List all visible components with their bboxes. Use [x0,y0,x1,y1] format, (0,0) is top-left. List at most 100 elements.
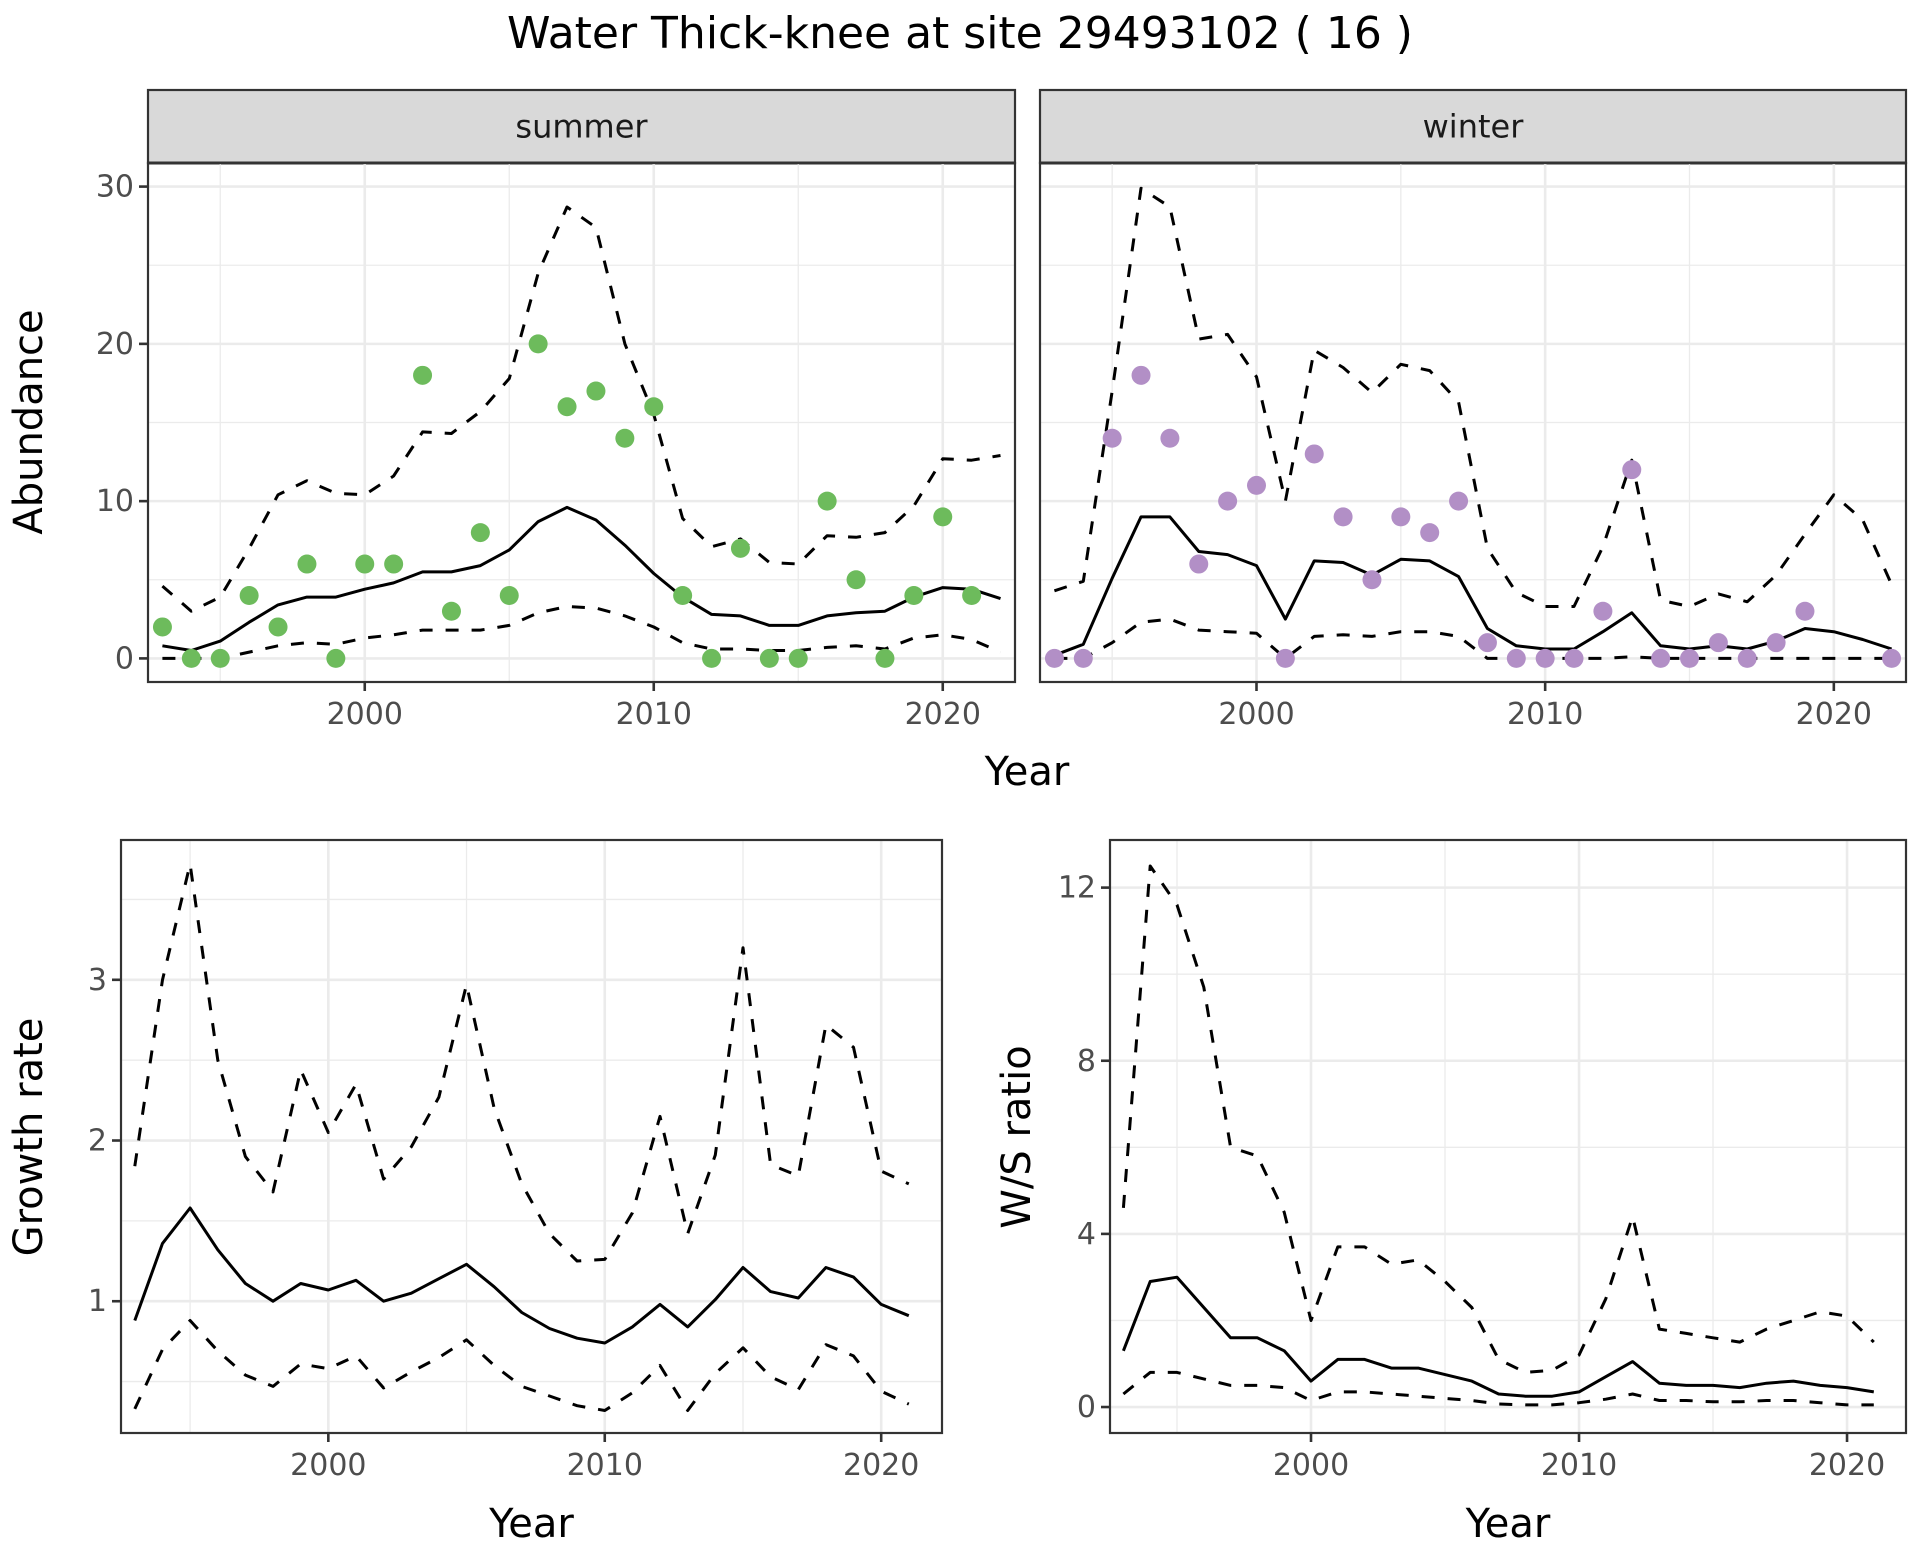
data-point [1247,475,1266,495]
panel-border [146,161,1017,684]
data-point [759,648,779,668]
data-point [239,586,259,605]
data-point [1362,570,1382,590]
y-tick-label: 0 [1077,1390,1096,1425]
series-line-mean [1122,1275,1875,1398]
x-axis-title: Year [1465,1501,1551,1547]
data-point [1535,648,1555,668]
data-point [1449,491,1469,511]
y-tick-label: 20 [96,327,134,362]
y-tick-label: 10 [96,484,134,519]
panel-border [1038,161,1908,684]
data-point [1073,648,1093,668]
facet-strip [146,88,1017,165]
data-point [557,397,577,417]
data-point [1737,648,1757,668]
y-tick-label: 30 [96,170,134,205]
data-point [297,554,317,574]
data-point [730,538,750,558]
data-point [673,586,693,605]
facet-label: winter [1423,108,1525,146]
x-tick-label: 2010 [1541,1448,1617,1483]
facet-strip [1038,88,1908,165]
x-tick-label: 2010 [1507,697,1583,732]
data-point [962,586,982,605]
data-point [1622,460,1642,480]
data-point [1506,648,1526,668]
data-point [268,617,288,637]
data-point [210,648,230,668]
x-tick-label: 2000 [1218,697,1294,732]
panel-border [1108,838,1908,1435]
y-tick-label: 12 [1058,871,1096,906]
x-axis-title: Year [488,1501,574,1547]
data-point [1651,648,1671,668]
y-tick-label: 4 [1077,1217,1096,1252]
series-group [1044,186,1902,668]
data-point [441,601,461,621]
panel-growth-rate: 2000 2010 2020 1 2 3 Growth rate Year [6,838,944,1547]
y-axis-title: Abundance [6,309,52,534]
data-point [1304,444,1324,464]
data-point [355,554,375,574]
panel-abundance-summer: summer 2000 2010 2020 0 10 20 30 Abundance [6,88,1017,732]
series-line-lower [133,1319,910,1412]
data-point [470,523,490,543]
data-point [1044,648,1064,668]
data-point [1420,523,1440,543]
data-point [904,586,924,605]
data-point [1102,428,1122,448]
data-point [1333,507,1353,527]
y-axis-title: W/S ratio [994,1045,1040,1228]
data-point [1795,601,1815,621]
data-point [1680,648,1699,668]
x-tick-label: 2010 [567,1448,643,1483]
data-point [817,491,837,511]
data-point [1189,554,1209,574]
figure-title: Water Thick-knee at site 29493102 ( 16 ) [507,8,1413,59]
data-point [1275,648,1295,668]
y-tick-label: 3 [88,963,107,998]
series-group [133,862,910,1412]
data-point [181,648,201,668]
data-point [384,554,404,574]
data-point [326,648,346,668]
data-point [1766,633,1786,653]
data-point [1593,601,1613,621]
x-tick-label: 2020 [843,1448,919,1483]
series-line-upper [1053,186,1893,608]
data-point [1564,648,1584,668]
data-point [1391,507,1411,527]
data-point [846,570,866,590]
data-point [615,428,635,448]
data-point [499,586,519,605]
data-point [702,648,722,668]
y-axis-title: Growth rate [6,1018,52,1257]
x-tick-label: 2010 [616,697,692,732]
y-tick-label: 8 [1077,1044,1096,1079]
data-point [933,507,953,527]
panel-abundance-winter: winter 2000 2010 2020 [1038,88,1908,732]
panel-ws-ratio: 2000 2010 2020 0 4 8 12 W/S ratio Year [994,838,1908,1547]
data-point [1160,428,1180,448]
data-point [1131,365,1151,385]
series-line-lower [1054,617,1892,660]
series-line-lower [1122,1370,1874,1407]
x-tick-label: 2020 [1796,697,1872,732]
x-tick-label: 2000 [290,1448,366,1483]
series-line-mean [133,1206,910,1345]
facet-label: summer [515,108,648,146]
panel-border [119,838,944,1435]
data-point [644,397,664,417]
series-line-upper [133,862,910,1263]
data-point [1477,633,1497,653]
series-line-upper [161,205,1001,613]
series-line-mean [162,505,1001,652]
x-tick-label: 2020 [1809,1448,1885,1483]
y-tick-label: 1 [88,1284,107,1319]
y-tick-label: 0 [115,641,134,676]
series-line-upper [1121,864,1875,1374]
data-point [1218,491,1238,511]
x-tick-label: 2020 [905,697,981,732]
